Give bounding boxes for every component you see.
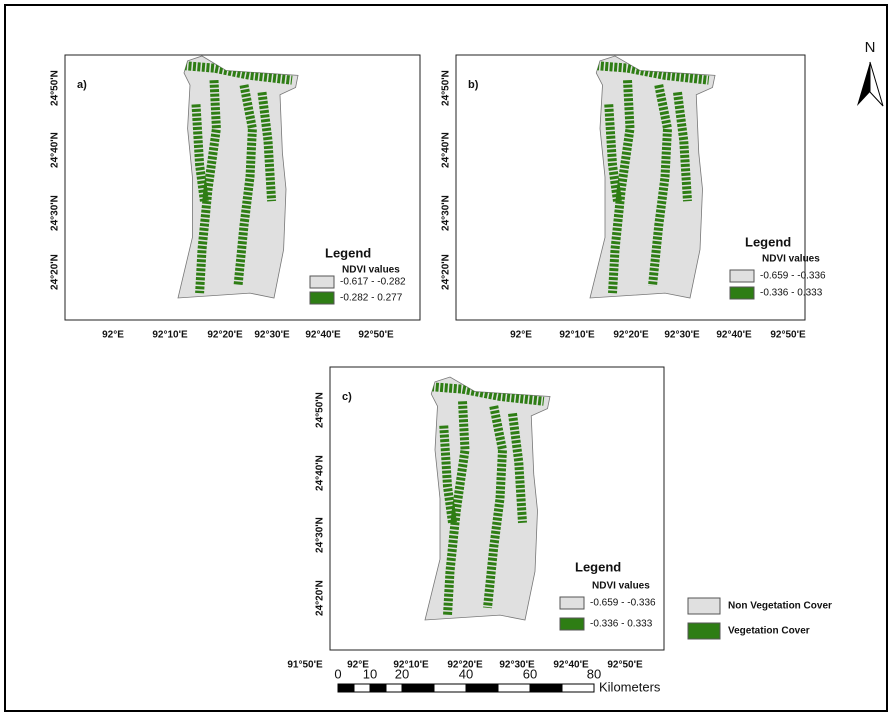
lat-label: 24°30'N [441, 195, 452, 231]
scale-segment [466, 684, 498, 692]
scale-segment [402, 684, 434, 692]
scale-unit: Kilometers [599, 679, 661, 694]
lon-label: 92°40'E [716, 330, 752, 341]
legend-title: Legend [745, 234, 791, 249]
legend-label: -0.282 - 0.277 [340, 293, 403, 304]
legend-swatch [730, 270, 754, 282]
lon-label: 92°50'E [607, 660, 643, 671]
scale-segment [434, 684, 466, 692]
legend-subtitle: NDVI values [762, 254, 820, 265]
legend-label: -0.336 - 0.333 [760, 288, 823, 299]
lon-label: 91°50'E [287, 660, 323, 671]
lon-label: 92°30'E [254, 330, 290, 341]
lon-label: 92°40'E [553, 660, 589, 671]
lat-label: 24°40'N [50, 132, 61, 168]
scale-tick-label: 20 [395, 666, 409, 681]
lat-label: 24°30'N [315, 517, 326, 553]
panel-label: b) [468, 79, 479, 91]
lon-label: 92°50'E [770, 330, 806, 341]
lon-label: 92°20'E [613, 330, 649, 341]
class-label: Vegetation Cover [728, 626, 810, 637]
lat-label: 24°50'N [441, 70, 452, 106]
scale-segment [338, 684, 354, 692]
legend-label: -0.336 - 0.333 [590, 619, 653, 630]
lon-label: 92°E [102, 330, 124, 341]
study-area [425, 377, 550, 620]
legend-title: Legend [575, 559, 621, 574]
legend-subtitle: NDVI values [592, 581, 650, 592]
class-swatch [688, 623, 720, 639]
lon-label: 92°40'E [305, 330, 341, 341]
panel-label: c) [342, 391, 352, 403]
scale-tick-label: 10 [363, 666, 377, 681]
legend-swatch [560, 597, 584, 609]
lon-label: 92°10'E [152, 330, 188, 341]
lat-label: 24°20'N [50, 254, 61, 290]
lat-label: 24°40'N [315, 455, 326, 491]
legend-label: -0.617 - -0.282 [340, 277, 406, 288]
lat-label: 24°20'N [315, 580, 326, 616]
legend-swatch [730, 287, 754, 299]
lat-label: 24°20'N [441, 254, 452, 290]
legend-label: -0.659 - -0.336 [760, 271, 826, 282]
legend-title: Legend [325, 245, 371, 260]
lat-label: 24°50'N [50, 70, 61, 106]
scale-tick-label: 60 [523, 666, 537, 681]
legend-label: -0.659 - -0.336 [590, 598, 656, 609]
north-label: N [865, 39, 876, 56]
legend-subtitle: NDVI values [342, 265, 400, 276]
lon-label: 92°E [510, 330, 532, 341]
legend-swatch [310, 292, 334, 304]
scale-segment [498, 684, 530, 692]
class-swatch [688, 598, 720, 614]
scale-segment [354, 684, 370, 692]
lon-label: 92°50'E [358, 330, 394, 341]
scale-tick-label: 40 [459, 666, 473, 681]
lat-label: 24°50'N [315, 392, 326, 428]
scale-segment [370, 684, 386, 692]
lon-label: 92°30'E [664, 330, 700, 341]
legend-swatch [310, 276, 334, 288]
legend-swatch [560, 618, 584, 630]
lat-label: 24°40'N [441, 132, 452, 168]
scale-segment [562, 684, 594, 692]
class-label: Non Vegetation Cover [728, 601, 832, 612]
map-figure: N a) 24°50'N 24°40'N 24°30'N 24°20'N 92°E 92°1… [0, 0, 893, 715]
scale-segment [386, 684, 402, 692]
scale-segment [530, 684, 562, 692]
lon-label: 92°20'E [207, 330, 243, 341]
lat-label: 24°30'N [50, 195, 61, 231]
panel-label: a) [77, 79, 87, 91]
scale-tick-label: 0 [334, 666, 341, 681]
lon-label: 92°10'E [559, 330, 595, 341]
